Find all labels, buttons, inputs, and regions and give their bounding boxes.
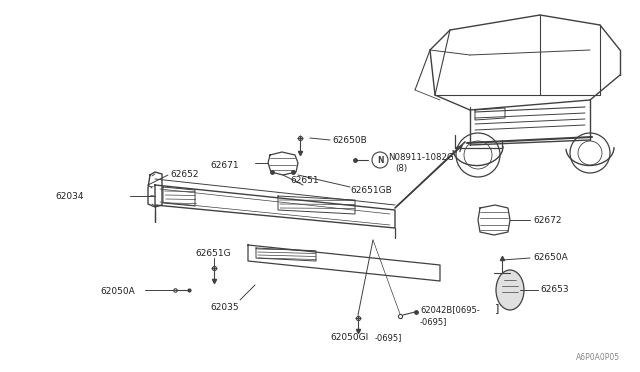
Text: N08911-1082G: N08911-1082G <box>388 153 454 161</box>
Text: 62050A: 62050A <box>100 288 135 296</box>
Text: 62653: 62653 <box>540 285 568 295</box>
Ellipse shape <box>496 270 524 310</box>
Text: -0695]: -0695] <box>375 334 403 343</box>
Text: -0695]: -0695] <box>420 317 447 327</box>
Text: 62652: 62652 <box>170 170 198 179</box>
Text: 62651: 62651 <box>290 176 319 185</box>
Text: 62650A: 62650A <box>533 253 568 263</box>
Text: 62042B[0695-: 62042B[0695- <box>420 305 480 314</box>
Text: 62650B: 62650B <box>332 135 367 144</box>
Text: 62050GI: 62050GI <box>330 334 368 343</box>
Text: 62035: 62035 <box>210 304 239 312</box>
Text: 62651GB: 62651GB <box>350 186 392 195</box>
Text: 62672: 62672 <box>533 215 561 224</box>
Text: (8): (8) <box>395 164 407 173</box>
Text: 62671: 62671 <box>210 160 239 170</box>
Text: 62651G: 62651G <box>195 250 230 259</box>
Text: 62034: 62034 <box>55 192 83 201</box>
Text: ]: ] <box>495 303 499 313</box>
Text: A6P0A0P05: A6P0A0P05 <box>576 353 620 362</box>
Text: N: N <box>377 155 383 164</box>
